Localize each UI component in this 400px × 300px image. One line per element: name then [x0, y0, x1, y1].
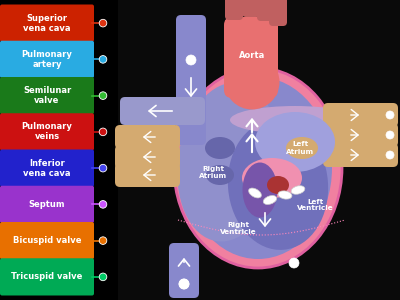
Ellipse shape	[205, 137, 235, 159]
Circle shape	[179, 279, 189, 289]
Ellipse shape	[174, 68, 342, 268]
FancyBboxPatch shape	[115, 125, 180, 149]
Ellipse shape	[228, 120, 328, 250]
FancyBboxPatch shape	[0, 186, 94, 223]
FancyBboxPatch shape	[323, 103, 398, 127]
Bar	[118, 0, 400, 300]
Text: Pulmonary
artery: Pulmonary artery	[22, 50, 72, 69]
FancyBboxPatch shape	[115, 145, 180, 169]
FancyBboxPatch shape	[0, 222, 94, 259]
Circle shape	[99, 273, 107, 281]
Text: Left
Atrium: Left Atrium	[286, 142, 314, 154]
Text: Bicuspid valve: Bicuspid valve	[13, 236, 81, 245]
FancyBboxPatch shape	[269, 0, 287, 26]
Circle shape	[99, 56, 107, 63]
FancyBboxPatch shape	[0, 113, 94, 151]
Ellipse shape	[291, 186, 305, 194]
FancyBboxPatch shape	[176, 15, 206, 145]
FancyBboxPatch shape	[257, 0, 275, 21]
FancyBboxPatch shape	[0, 149, 94, 187]
Circle shape	[99, 128, 107, 136]
Ellipse shape	[278, 191, 292, 199]
FancyBboxPatch shape	[0, 4, 94, 42]
Ellipse shape	[267, 176, 289, 194]
Ellipse shape	[184, 77, 332, 259]
Text: Inferior
vena cava: Inferior vena cava	[23, 159, 71, 178]
Text: Aorta: Aorta	[239, 50, 265, 59]
Circle shape	[99, 201, 107, 208]
Ellipse shape	[249, 188, 261, 198]
FancyBboxPatch shape	[225, 0, 243, 20]
Circle shape	[99, 19, 107, 27]
FancyBboxPatch shape	[323, 123, 398, 147]
FancyBboxPatch shape	[224, 17, 278, 98]
Ellipse shape	[263, 196, 277, 205]
Circle shape	[99, 237, 107, 244]
Ellipse shape	[177, 82, 279, 242]
Circle shape	[386, 131, 394, 139]
Text: Septum: Septum	[29, 200, 65, 209]
Ellipse shape	[242, 163, 278, 218]
FancyBboxPatch shape	[242, 0, 260, 17]
Circle shape	[386, 151, 394, 159]
FancyBboxPatch shape	[169, 243, 199, 298]
Circle shape	[386, 111, 394, 119]
Text: Left
Ventricle: Left Ventricle	[297, 199, 333, 212]
Text: Pulmonary
veins: Pulmonary veins	[22, 122, 72, 141]
Circle shape	[289, 258, 299, 268]
Text: Right
Ventricle: Right Ventricle	[220, 221, 256, 235]
Ellipse shape	[286, 137, 318, 159]
Ellipse shape	[224, 55, 280, 110]
FancyBboxPatch shape	[323, 143, 398, 167]
FancyBboxPatch shape	[0, 77, 94, 114]
FancyBboxPatch shape	[0, 41, 94, 78]
Circle shape	[99, 164, 107, 172]
FancyBboxPatch shape	[120, 97, 205, 125]
Ellipse shape	[255, 112, 335, 172]
Text: Superior
vena cava: Superior vena cava	[23, 14, 71, 33]
Ellipse shape	[242, 158, 302, 198]
Text: Right
Atrium: Right Atrium	[199, 166, 227, 178]
Circle shape	[99, 92, 107, 99]
Circle shape	[186, 55, 196, 65]
Circle shape	[179, 279, 189, 289]
FancyBboxPatch shape	[115, 163, 180, 187]
Text: Semilunar
valve: Semilunar valve	[23, 86, 71, 105]
Text: Tricuspid valve: Tricuspid valve	[11, 272, 83, 281]
Ellipse shape	[206, 165, 234, 185]
Ellipse shape	[230, 106, 360, 134]
FancyBboxPatch shape	[0, 258, 94, 296]
